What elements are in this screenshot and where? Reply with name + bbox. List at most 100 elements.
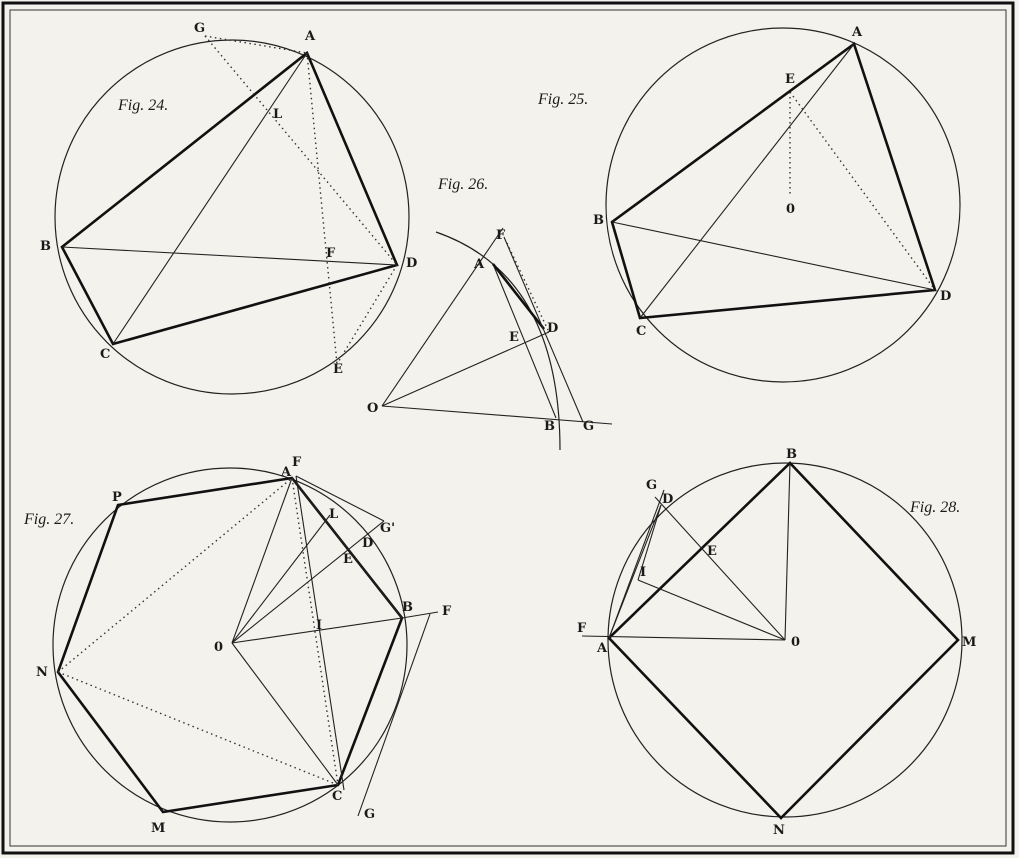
figure-25: Fig. 25. A E 0 B D C: [537, 25, 961, 383]
fig25-label-c: C: [636, 324, 646, 339]
fig27-tangent-af: [295, 475, 385, 522]
fig27-label-d: D: [362, 536, 373, 551]
fig27-label-f2: F: [442, 604, 452, 619]
fig26-chord-ab: [492, 263, 557, 419]
fig26-tangent-fg: [503, 236, 584, 423]
fig28-radius-ob: [784, 462, 791, 641]
fig28-circle: [607, 462, 963, 818]
fig25-label-e: E: [785, 72, 795, 87]
fig24-diagonal-ac: [112, 52, 308, 345]
fig28-label-o: 0: [791, 635, 800, 650]
fig24-dotted-gd: [204, 35, 398, 266]
fig28-chord-ad: [608, 504, 662, 639]
fig26-line-og: [381, 405, 613, 425]
fig24-label-a: A: [304, 29, 316, 44]
fig24-label-c: C: [100, 347, 110, 362]
fig26-label-o: O: [367, 401, 378, 416]
fig26-label-d: D: [547, 321, 558, 336]
fig24-dotted-de: [336, 264, 398, 365]
fig27-radius-ob: [231, 617, 403, 644]
figure-24: Fig. 24. G A L B F D C E: [40, 21, 417, 395]
figure-26: Fig. 26. F A D E O B G: [367, 176, 613, 451]
fig24-label-b: B: [40, 239, 51, 254]
fig27-label-n: N: [36, 665, 48, 680]
fig27-caption: Fig. 27.: [23, 511, 74, 528]
fig27-label-l: L: [329, 507, 338, 522]
fig28-square: [607, 461, 960, 820]
fig24-label-d: D: [406, 256, 417, 271]
fig26-line-oa: [381, 227, 504, 407]
fig28-label-e: E: [707, 544, 717, 559]
fig27-radius-ol: [231, 514, 331, 644]
fig25-quadrilateral: [610, 41, 937, 320]
fig27-label-o: 0: [214, 640, 223, 655]
fig26-line-od: [381, 331, 550, 407]
fig24-label-g: G: [194, 21, 205, 36]
fig24-quadrilateral: [60, 50, 399, 346]
fig27-label-m: M: [151, 821, 165, 836]
figure-27: Fig. 27. F A P L G' D E B F 0 I N M C G: [23, 455, 452, 836]
fig24-dotted-ae: [306, 52, 338, 365]
fig26-arc: [435, 231, 561, 451]
fig28-label-b: B: [786, 447, 797, 462]
fig24-label-f: F: [326, 246, 336, 261]
fig27-tangent-bc: [357, 613, 431, 817]
fig28-label-g: G: [646, 478, 657, 493]
fig27-radius-oa: [231, 477, 293, 644]
fig27-tangent-bf: [401, 611, 439, 619]
fig27-chord-ac: [295, 475, 345, 791]
fig27-label-gp: G': [380, 521, 395, 536]
fig24-caption: Fig. 24.: [117, 97, 168, 114]
fig25-circle: [605, 27, 961, 383]
fig28-label-a: A: [596, 641, 608, 656]
fig24-label-l: L: [273, 107, 282, 122]
fig27-dotted-nc: [57, 671, 339, 786]
fig25-diagonal-bd: [611, 221, 936, 291]
fig25-label-d: D: [940, 289, 951, 304]
fig25-label-b: B: [593, 213, 604, 228]
fig28-line-io: [637, 579, 786, 641]
fig27-label-g: G: [364, 807, 375, 822]
fig28-radius-oa: [581, 635, 786, 641]
figure-28: Fig. 28. B G D E I F A 0 M N: [577, 447, 976, 838]
fig26-chord-ad: [491, 263, 546, 330]
fig26-dotted: [506, 242, 549, 331]
fig26-label-e: E: [509, 330, 519, 345]
fig27-radius-oc: [231, 642, 339, 786]
fig28-label-f: F: [577, 621, 587, 636]
fig26-label-g: G: [583, 419, 594, 434]
fig25-diagonal-ac: [639, 43, 855, 319]
fig27-dotted-np: [57, 477, 293, 673]
fig27-label-p: P: [112, 490, 122, 505]
fig25-label-o: 0: [786, 202, 795, 217]
fig24-dotted-ga: [204, 35, 308, 54]
fig28-label-m: M: [962, 635, 976, 650]
fig26-label-f: F: [496, 228, 506, 243]
fig28-line-go: [654, 496, 786, 641]
fig27-label-b: B: [402, 600, 413, 615]
fig28-label-d: D: [662, 492, 673, 507]
fig25-label-a: A: [851, 25, 863, 40]
fig28-label-i: I: [640, 565, 646, 580]
fig27-label-e: E: [343, 552, 353, 567]
fig26-label-a: A: [473, 257, 485, 272]
fig27-heptagon: [56, 476, 404, 814]
fig25-caption: Fig. 25.: [537, 91, 588, 108]
fig27-dotted-ac: [291, 477, 339, 786]
fig24-label-e: E: [333, 362, 343, 377]
fig27-circle: [52, 467, 408, 823]
fig24-diagonal-bd: [61, 246, 398, 266]
fig28-label-n: N: [773, 823, 785, 838]
inner-frame: [9, 9, 1007, 847]
fig25-dotted-ed: [789, 91, 936, 291]
fig27-chord-ab: [291, 477, 403, 619]
fig27-label-c: C: [332, 789, 342, 804]
fig26-caption: Fig. 26.: [437, 176, 488, 193]
fig27-label-a: A: [280, 465, 292, 480]
fig27-label-f: F: [292, 455, 302, 470]
fig28-line-di: [637, 504, 662, 581]
fig24-circle: [54, 39, 410, 395]
fig28-caption: Fig. 28.: [909, 499, 960, 516]
